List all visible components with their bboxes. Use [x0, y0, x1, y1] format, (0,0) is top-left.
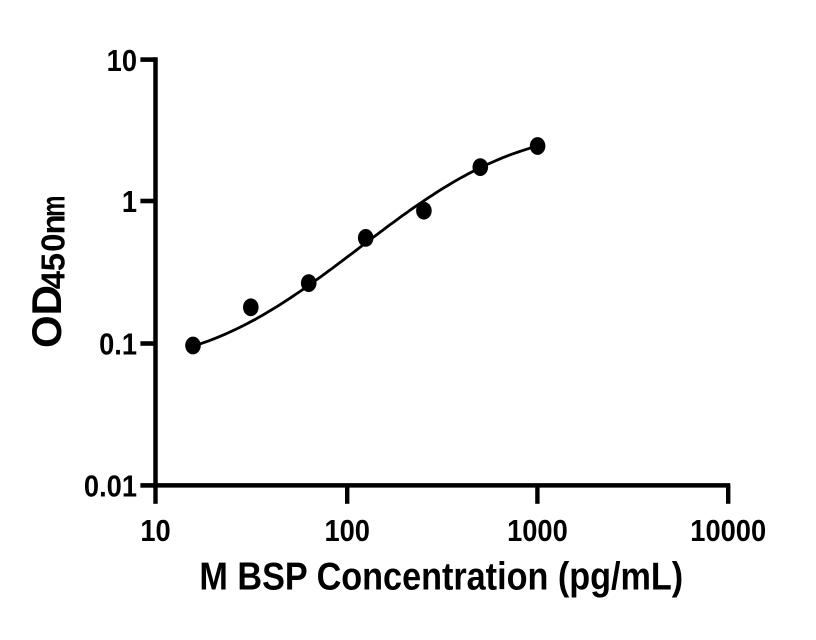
svg-text:100: 100 [324, 515, 370, 549]
svg-text:10: 10 [140, 515, 170, 549]
svg-text:10000: 10000 [690, 515, 766, 549]
svg-text:0.01: 0.01 [84, 470, 137, 504]
svg-text:10: 10 [107, 44, 137, 78]
svg-text:1000: 1000 [507, 515, 568, 549]
svg-text:M BSP Concentration (pg/mL): M BSP Concentration (pg/mL) [199, 554, 683, 598]
svg-text:1: 1 [122, 186, 137, 220]
svg-text:0.1: 0.1 [99, 328, 137, 362]
